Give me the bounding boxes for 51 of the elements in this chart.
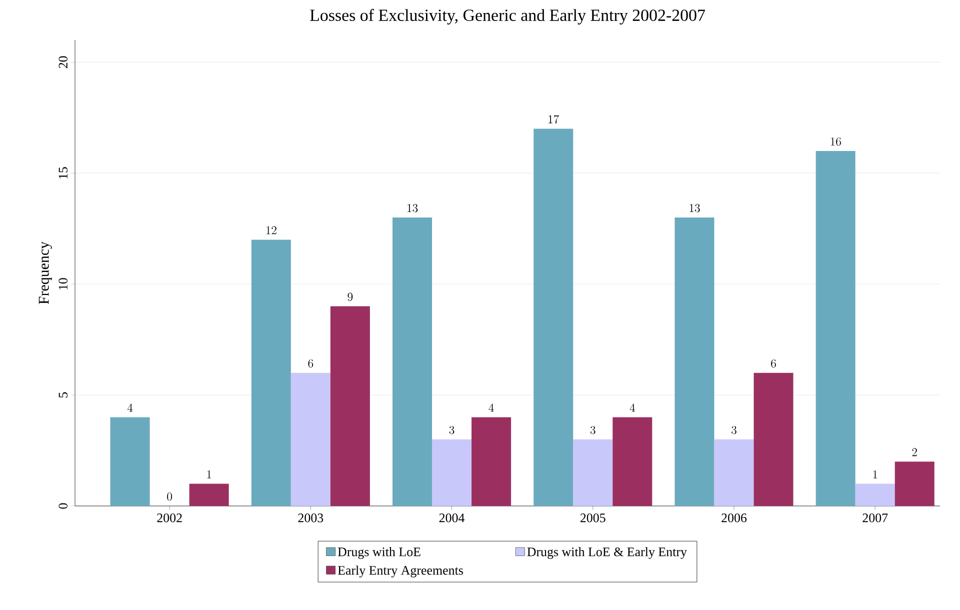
x-tick-label: 2007 bbox=[862, 514, 888, 522]
data-label: 16 bbox=[830, 137, 841, 146]
data-label: 3 bbox=[449, 426, 454, 434]
data-label: 4 bbox=[630, 404, 635, 412]
data-label: 4 bbox=[488, 404, 494, 412]
data-label: 0 bbox=[167, 492, 172, 501]
legend-label: Drugs with LoE bbox=[338, 547, 420, 559]
y-tick-label: 15 bbox=[58, 167, 68, 178]
bar bbox=[189, 484, 229, 506]
bar bbox=[472, 417, 512, 506]
data-label: 1 bbox=[873, 470, 878, 478]
bar bbox=[612, 417, 652, 506]
bar bbox=[674, 218, 714, 506]
y-tick-label: 20 bbox=[58, 56, 68, 68]
data-label: 13 bbox=[408, 204, 418, 212]
y-tick-label: 5 bbox=[58, 392, 68, 398]
data-label: 6 bbox=[771, 359, 776, 368]
legend-label: Early Entry Agreements bbox=[338, 566, 463, 578]
bar bbox=[392, 218, 432, 506]
bar bbox=[816, 150, 856, 506]
bar bbox=[432, 439, 472, 506]
y-tick-label: 10 bbox=[58, 278, 68, 290]
legend-label: Drugs with LoE & Early Entry bbox=[527, 547, 687, 559]
bar bbox=[754, 372, 794, 506]
x-tick-label: 2006 bbox=[722, 514, 747, 522]
data-label: 6 bbox=[308, 359, 314, 368]
bar bbox=[573, 439, 613, 506]
x-tick-label: 2002 bbox=[157, 514, 182, 522]
data-label: 2 bbox=[912, 448, 917, 456]
data-label: 12 bbox=[266, 226, 276, 234]
data-label: 9 bbox=[348, 292, 353, 301]
bar bbox=[894, 462, 934, 506]
x-tick-label: 2005 bbox=[580, 514, 606, 522]
y-axis-title: Frequency bbox=[38, 242, 52, 304]
bar bbox=[290, 372, 330, 506]
data-label: 3 bbox=[590, 426, 596, 434]
bar bbox=[714, 439, 754, 506]
bar bbox=[110, 417, 150, 506]
data-label: 4 bbox=[127, 404, 133, 412]
y-tick-label: 0 bbox=[58, 503, 68, 509]
bar bbox=[251, 240, 291, 506]
data-label: 13 bbox=[690, 204, 700, 212]
bar bbox=[330, 306, 370, 506]
chart-title: Losses of Exclusivity, Generic and Early Entry 2002-2007 bbox=[310, 8, 705, 24]
bar bbox=[855, 484, 895, 506]
data-label: 17 bbox=[548, 115, 560, 124]
x-tick-label: 2004 bbox=[439, 514, 465, 522]
data-label: 3 bbox=[732, 426, 736, 434]
bar bbox=[534, 128, 574, 506]
data-label: 1 bbox=[207, 470, 212, 478]
x-tick-label: 2003 bbox=[298, 514, 324, 522]
